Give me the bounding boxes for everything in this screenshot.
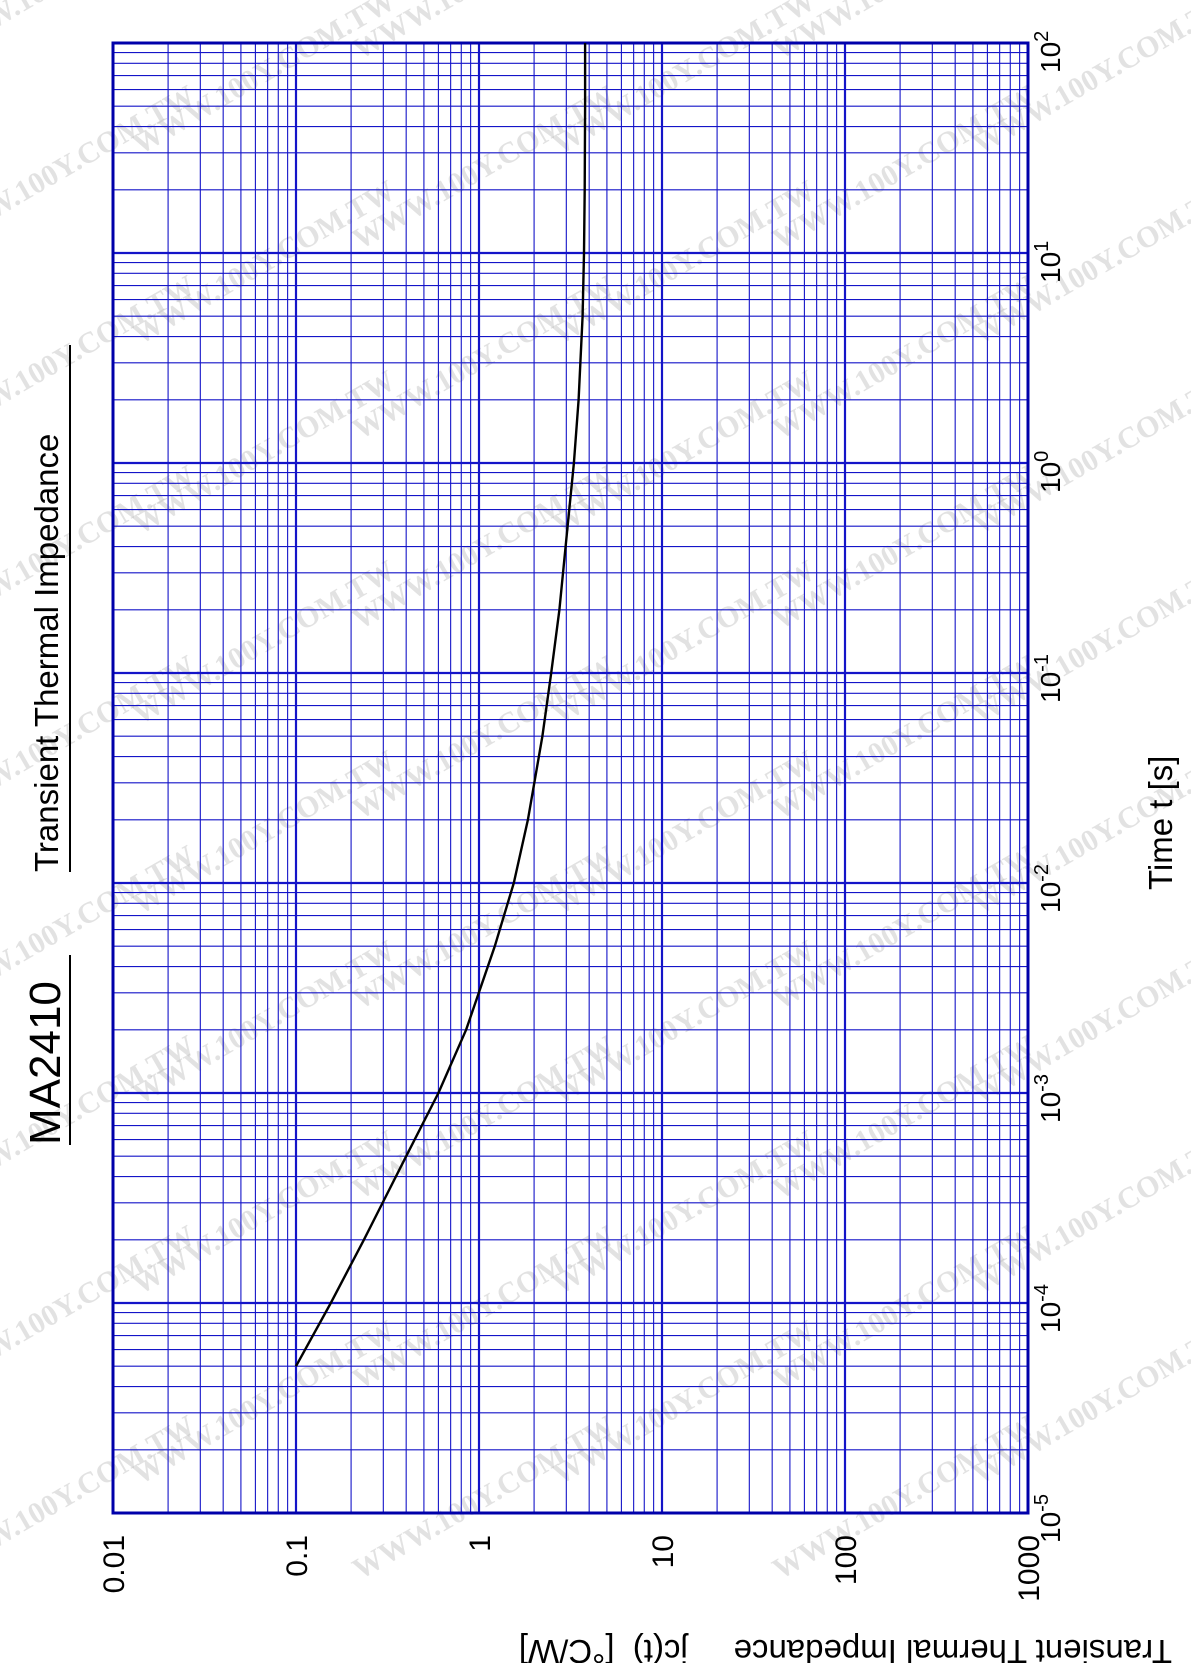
watermark-text: WWW.100Y.COM.TW bbox=[547, 934, 821, 1111]
y-tick-label: 1 bbox=[464, 1535, 497, 1552]
plot-frame bbox=[111, 41, 1030, 1515]
y-tick-label: 10 bbox=[647, 1535, 680, 1568]
chart-title: Transient Thermal Impedance bbox=[28, 434, 65, 872]
watermark-text: WWW.100Y.COM.TW bbox=[547, 744, 821, 921]
x-tick-label: 10-2 bbox=[1031, 864, 1066, 913]
watermark-layer: WWW.100Y.COM.TW WWW.100Y.COM.TW WWW.100Y.C… bbox=[0, 0, 1191, 1586]
x-tick-labels: 10-5 10-4 10-3 10-2 10-1 100 101 102 bbox=[1031, 31, 1066, 1543]
y-tick-label: 0.01 bbox=[98, 1535, 131, 1593]
watermark-text: WWW.100Y.COM.TW bbox=[967, 1124, 1191, 1301]
watermark-text: WWW.100Y.COM.TW bbox=[0, 1219, 201, 1396]
watermark-text: WWW.100Y.COM.TW bbox=[547, 1124, 821, 1301]
watermark-text: WWW.100Y.COM.TW bbox=[347, 1409, 621, 1586]
watermark-text: WWW.100Y.COM.TW bbox=[347, 1029, 621, 1206]
x-tick-label: 10-5 bbox=[1031, 1494, 1066, 1543]
watermark-text: WWW.100Y.COM.TW bbox=[347, 839, 621, 1016]
watermark-text: WWW.100Y.COM.TW bbox=[0, 269, 201, 446]
watermark-text: WWW.100Y.COM.TW bbox=[347, 649, 621, 826]
watermark-text: WWW.100Y.COM.TW bbox=[347, 1219, 621, 1396]
watermark-text: WWW.100Y.COM.TW bbox=[0, 0, 201, 66]
curve-layer bbox=[294, 42, 587, 1367]
y-tick-label: 0.1 bbox=[281, 1535, 314, 1577]
watermark-text: WWW.100Y.COM.TW bbox=[347, 79, 621, 256]
y-tick-label: 100 bbox=[830, 1535, 863, 1585]
x-axis-label: Time t [s] bbox=[1142, 756, 1179, 890]
x-tick-label: 101 bbox=[1031, 241, 1066, 283]
x-tick-label: 100 bbox=[1031, 451, 1066, 493]
y-axis-label: Transient Thermal Impedance jc(t) [°C/W] bbox=[519, 1633, 1172, 1663]
y-tick-labels: 0.01 0.1 1 10 100 1000 bbox=[98, 1535, 1046, 1602]
x-tick-label: 10-1 bbox=[1031, 654, 1066, 703]
x-tick-label: 10-3 bbox=[1031, 1074, 1066, 1123]
watermark-text: WWW.100Y.COM.TW bbox=[967, 554, 1191, 731]
watermark-text: WWW.100Y.COM.TW bbox=[547, 364, 821, 541]
x-tick-label: 102 bbox=[1031, 31, 1066, 73]
series-line-zth bbox=[294, 43, 587, 1367]
watermark-text: WWW.100Y.COM.TW bbox=[0, 79, 201, 256]
watermark-text: WWW.100Y.COM.TW bbox=[967, 1314, 1191, 1491]
y-tick-label: 1000 bbox=[1013, 1535, 1046, 1602]
watermark-text: WWW.100Y.COM.TW bbox=[547, 1314, 821, 1491]
watermark-text: WWW.100Y.COM.TW bbox=[967, 0, 1191, 161]
watermark-text: WWW.100Y.COM.TW bbox=[547, 554, 821, 731]
part-number: MA2410 bbox=[21, 981, 70, 1145]
watermark-text: WWW.100Y.COM.TW bbox=[547, 0, 821, 161]
x-tick-label: 10-4 bbox=[1031, 1284, 1066, 1333]
watermark-text: WWW.100Y.COM.TW bbox=[967, 364, 1191, 541]
watermark-text: WWW.100Y.COM.TW bbox=[967, 934, 1191, 1111]
